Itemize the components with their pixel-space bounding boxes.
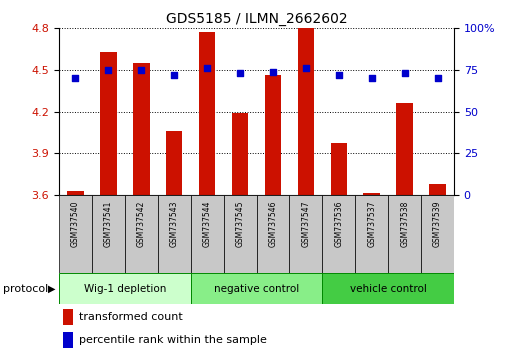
Bar [63,332,73,348]
Text: GSM737545: GSM737545 [235,201,245,247]
Bar [199,33,215,195]
Text: GSM737537: GSM737537 [367,201,376,247]
Point [269,69,277,74]
Bar [133,63,149,195]
Bar [59,273,191,304]
Point [368,75,376,81]
Text: GSM737543: GSM737543 [170,201,179,247]
Bar [67,190,84,195]
Text: percentile rank within the sample: percentile rank within the sample [79,335,267,345]
Point [203,65,211,71]
Point [170,72,179,78]
Bar [265,75,281,195]
Bar [100,52,116,195]
Point [334,72,343,78]
Text: GSM737544: GSM737544 [203,201,212,247]
Text: negative control: negative control [214,284,299,293]
Text: GSM737540: GSM737540 [71,201,80,247]
Bar [191,195,224,273]
Bar [256,195,289,273]
Bar [63,309,73,325]
Bar [289,195,322,273]
Point [302,65,310,71]
Bar [298,28,314,195]
Bar [355,195,388,273]
Bar [322,195,355,273]
Text: Wig-1 depletion: Wig-1 depletion [84,284,166,293]
Point [401,70,409,76]
Bar [59,195,92,273]
Text: GSM737538: GSM737538 [400,201,409,247]
Text: ▶: ▶ [48,284,55,293]
Title: GDS5185 / ILMN_2662602: GDS5185 / ILMN_2662602 [166,12,347,26]
Bar [224,195,256,273]
Bar [166,131,183,195]
Bar [388,195,421,273]
Bar [125,195,158,273]
Bar [364,193,380,195]
Text: protocol: protocol [3,284,48,293]
Bar [429,184,446,195]
Text: transformed count: transformed count [79,312,183,322]
Point [137,67,145,73]
Bar [397,103,413,195]
Bar [421,195,454,273]
Point [71,75,80,81]
Bar [191,273,322,304]
Point [236,70,244,76]
Bar [330,143,347,195]
Point [104,67,112,73]
Bar [232,113,248,195]
Bar [322,273,454,304]
Text: GSM737539: GSM737539 [433,201,442,247]
Text: vehicle control: vehicle control [350,284,427,293]
Bar [158,195,191,273]
Point [433,75,442,81]
Text: GSM737542: GSM737542 [137,201,146,247]
Text: GSM737536: GSM737536 [334,201,343,247]
Text: GSM737546: GSM737546 [268,201,278,247]
Text: GSM737541: GSM737541 [104,201,113,247]
Text: GSM737547: GSM737547 [301,201,310,247]
Bar [92,195,125,273]
